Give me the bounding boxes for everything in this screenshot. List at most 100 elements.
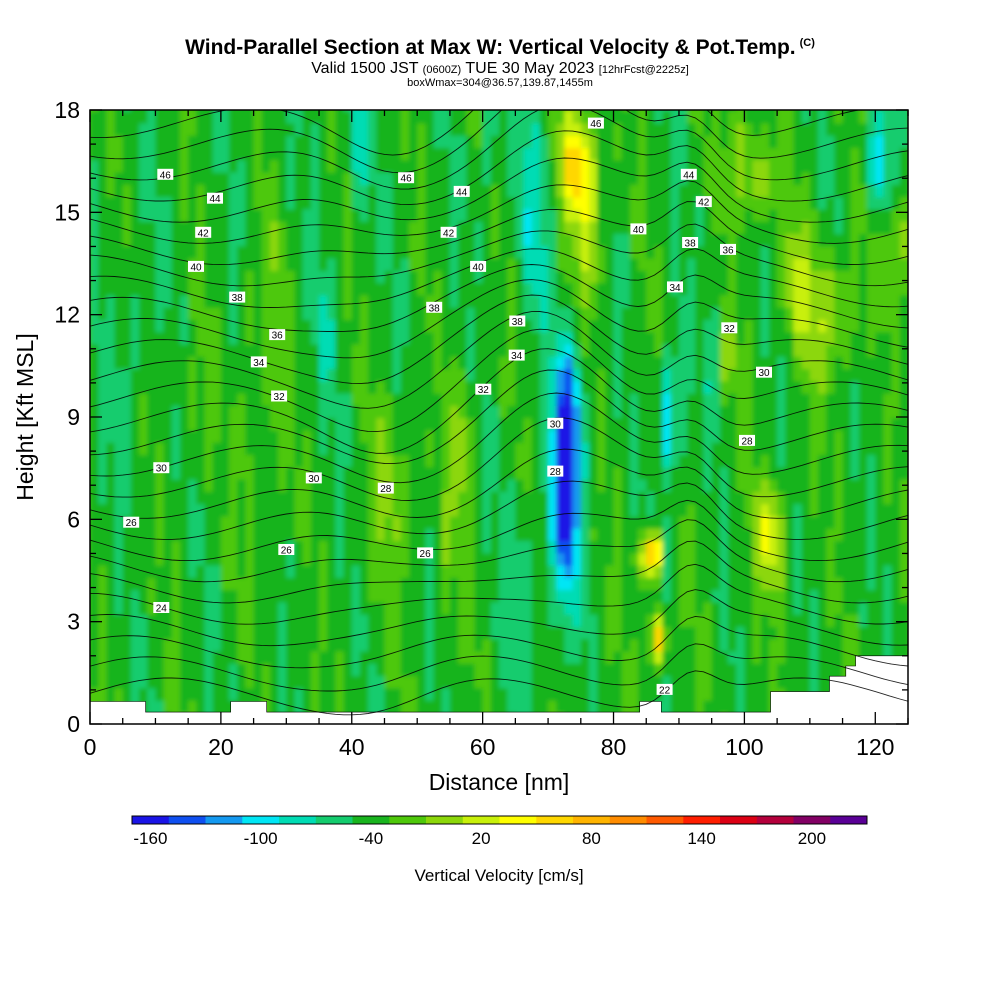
velocity-cell: [621, 294, 632, 308]
velocity-cell: [703, 343, 713, 357]
velocity-cell: [834, 196, 844, 210]
velocity-cell: [818, 110, 828, 112]
velocity-cell: [130, 183, 141, 198]
velocity-cell: [670, 331, 681, 345]
velocity-cell: [809, 478, 820, 492]
velocity-cell: [229, 588, 239, 603]
velocity-cell: [278, 159, 288, 173]
velocity-cell: [335, 110, 345, 124]
velocity-cell: [139, 539, 149, 554]
velocity-cell: [188, 196, 198, 210]
velocity-cell: [605, 552, 615, 566]
velocity-cell: [589, 453, 599, 468]
velocity-cell: [629, 687, 640, 701]
velocity-cell: [368, 490, 378, 505]
velocity-cell: [728, 110, 738, 124]
velocity-cell: [826, 478, 836, 492]
velocity-cell: [400, 122, 411, 136]
velocity-cell: [662, 110, 672, 112]
velocity-cell: [818, 392, 828, 406]
velocity-cell: [417, 220, 427, 234]
velocity-cell: [719, 613, 730, 627]
velocity-cell: [556, 196, 566, 210]
velocity-cell: [883, 404, 893, 419]
velocity-cell: [417, 281, 427, 296]
velocity-cell: [605, 110, 615, 124]
velocity-cell: [188, 699, 198, 713]
velocity-cell: [580, 539, 591, 554]
velocity-cell: [335, 232, 345, 247]
velocity-cell: [646, 306, 656, 320]
velocity-cell: [556, 110, 566, 124]
velocity-cell: [261, 601, 272, 615]
velocity-cell: [728, 453, 738, 468]
velocity-cell: [98, 662, 108, 677]
velocity-cell: [245, 245, 255, 259]
velocity-cell: [777, 220, 787, 234]
velocity-cell: [695, 576, 705, 591]
velocity-cell: [818, 281, 828, 296]
velocity-cell: [130, 503, 141, 517]
velocity-cell: [564, 478, 574, 492]
velocity-cell: [384, 355, 394, 370]
velocity-cell: [695, 441, 705, 456]
velocity-cell: [261, 208, 272, 222]
velocity-cell: [147, 220, 157, 234]
velocity-cell: [245, 159, 255, 173]
velocity-cell: [785, 110, 795, 112]
velocity-cell: [597, 122, 607, 136]
velocity-cell: [744, 146, 754, 161]
velocity-cell: [409, 490, 419, 505]
velocity-cell: [580, 318, 591, 333]
velocity-cell: [711, 662, 722, 677]
velocity-cell: [114, 503, 124, 517]
velocity-cell: [130, 331, 141, 345]
velocity-cell: [638, 453, 648, 468]
velocity-cell: [818, 269, 828, 284]
velocity-cell: [638, 318, 648, 333]
velocity-cell: [98, 515, 108, 529]
velocity-cell: [98, 392, 108, 406]
velocity-cell: [662, 355, 672, 370]
velocity-cell: [662, 196, 672, 210]
velocity-cell: [122, 281, 133, 296]
velocity-cell: [212, 171, 223, 185]
velocity-cell: [687, 146, 697, 161]
velocity-cell: [270, 281, 280, 296]
velocity-cell: [449, 478, 460, 492]
velocity-cell: [286, 171, 296, 185]
velocity-cell: [449, 490, 460, 505]
velocity-cell: [662, 232, 672, 247]
velocity-cell: [319, 220, 329, 234]
velocity-cell: [466, 306, 476, 320]
velocity-cell: [245, 306, 255, 320]
velocity-cell: [703, 110, 713, 112]
velocity-cell: [384, 171, 394, 185]
velocity-cell: [171, 294, 182, 308]
velocity-cell: [220, 490, 231, 505]
velocity-cell: [425, 269, 435, 284]
velocity-cell: [744, 674, 754, 689]
velocity-cell: [850, 490, 861, 505]
velocity-cell: [875, 281, 885, 296]
velocity-cell: [744, 527, 754, 541]
velocity-cell: [564, 220, 574, 234]
velocity-cell: [310, 662, 321, 677]
velocity-cell: [703, 564, 713, 578]
velocity-cell: [163, 515, 173, 529]
velocity-cell: [196, 687, 206, 701]
velocity-cell: [122, 576, 133, 591]
velocity-cell: [752, 650, 762, 664]
velocity-cell: [425, 134, 435, 149]
velocity-cell: [621, 331, 632, 345]
velocity-cell: [196, 466, 206, 480]
velocity-cell: [343, 539, 353, 554]
velocity-cell: [809, 183, 820, 198]
velocity-cell: [130, 466, 141, 480]
velocity-cell: [728, 306, 738, 320]
velocity-cell: [818, 625, 828, 640]
velocity-cell: [638, 662, 648, 677]
velocity-cell: [261, 466, 272, 480]
velocity-cell: [180, 539, 190, 554]
velocity-cell: [147, 490, 157, 505]
